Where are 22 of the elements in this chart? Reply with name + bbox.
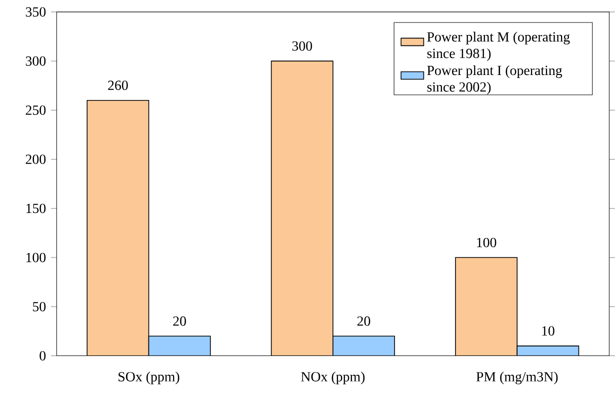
y-tick-label: 200 bbox=[26, 154, 46, 164]
bar bbox=[270, 60, 334, 356]
x-tick-label: NOx (ppm) bbox=[301, 372, 365, 384]
legend-label: Power plant I (operating since 2002) bbox=[427, 66, 562, 95]
y-tick-label: 250 bbox=[26, 106, 46, 116]
y-tick-label: 50 bbox=[32, 302, 46, 312]
y-tick-label: 100 bbox=[26, 253, 46, 262]
y-tick-label: 150 bbox=[26, 204, 46, 214]
y-tick-label: 350 bbox=[26, 7, 46, 17]
legend-label: Power plant M (operating since 1981) bbox=[427, 32, 570, 62]
y-tick-label: 0 bbox=[40, 351, 46, 361]
y-tick-label: 300 bbox=[26, 56, 46, 66]
data-label: 260 bbox=[108, 80, 128, 90]
data-label: 300 bbox=[292, 42, 312, 51]
bar bbox=[455, 257, 518, 356]
data-label: 20 bbox=[173, 316, 186, 326]
data-label: 100 bbox=[477, 238, 496, 248]
x-tick-label: PM (mg/m3N) bbox=[476, 372, 558, 385]
bar bbox=[86, 100, 150, 356]
data-label: 10 bbox=[542, 326, 554, 336]
x-tick-label: SOx (ppm) bbox=[118, 372, 180, 384]
data-label: 20 bbox=[357, 316, 370, 326]
